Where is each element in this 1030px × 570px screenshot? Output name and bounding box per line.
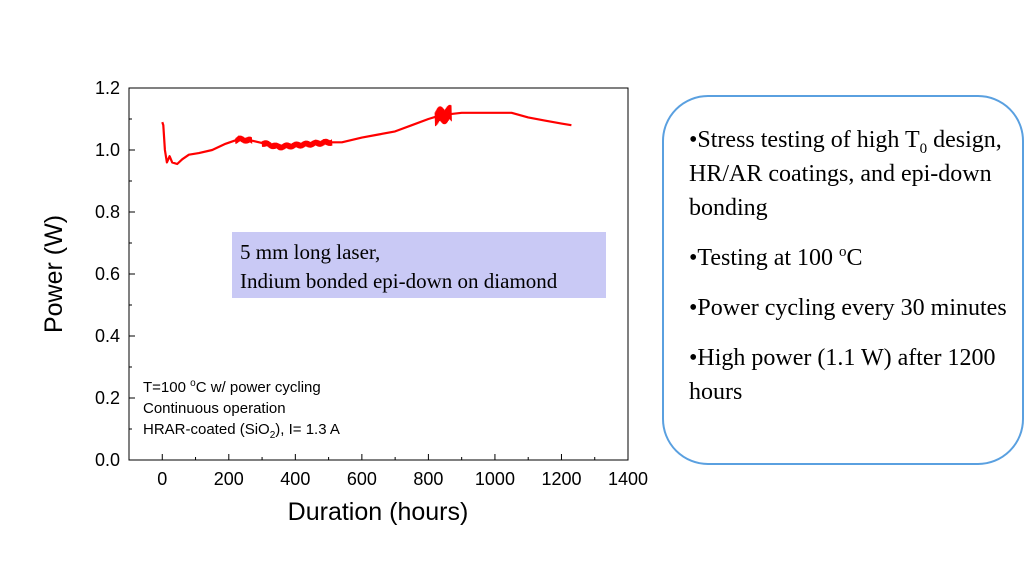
- x-tick-label: 600: [347, 469, 377, 489]
- laser-line-1: 5 mm long laser,: [240, 240, 381, 264]
- series-line-0: [161, 111, 572, 166]
- y-tick-label: 0.4: [95, 326, 120, 346]
- x-axis: 0 200 400 600 800 1000 1200 1400: [128, 454, 648, 489]
- series-layer: [161, 104, 572, 166]
- x-tick-label: 0: [157, 469, 167, 489]
- bullet-power-cycling: •Power cycling every 30 minutes: [689, 295, 1007, 321]
- y-tick-label: 0.0: [95, 450, 120, 470]
- y-axis-label: Power (W): [40, 215, 68, 333]
- y-axis: 0.0 0.2 0.4 0.6 0.8 1.0 1.2: [95, 78, 135, 470]
- y-tick-label: 0.8: [95, 202, 120, 222]
- summary-bullets-box: •Stress testing of high T0 design, HR/AR…: [662, 95, 1024, 465]
- x-tick-label: 1400: [608, 469, 648, 489]
- laser-description-box: 5 mm long laser, Indium bonded epi-down …: [232, 232, 606, 298]
- x-tick-label: 400: [280, 469, 310, 489]
- series-noise-band-0: [235, 135, 253, 144]
- condition-coating: HRAR-coated (SiO2), I= 1.3 A: [143, 421, 340, 441]
- y-tick-label: 0.2: [95, 388, 120, 408]
- condition-temperature: T=100 oC w/ power cycling: [143, 378, 321, 397]
- bullet-high-power: •High power (1.1 W) after 1200 hours: [689, 345, 996, 405]
- x-axis-label: Duration (hours): [288, 498, 469, 526]
- series-noise-band-1: [261, 138, 333, 151]
- x-tick-label: 1000: [475, 469, 515, 489]
- bullet-testing-temperature: •Testing at 100 oC: [689, 244, 863, 272]
- bullet-stress-testing: •Stress testing of high T0 design, HR/AR…: [689, 127, 1002, 221]
- y-tick-label: 1.0: [95, 140, 120, 160]
- y-tick-label: 0.6: [95, 264, 120, 284]
- x-tick-label: 1200: [541, 469, 581, 489]
- x-tick-label: 800: [413, 469, 443, 489]
- y-tick-label: 1.2: [95, 78, 120, 98]
- series-noise-band-2: [434, 104, 452, 127]
- x-tick-label: 200: [214, 469, 244, 489]
- condition-operation: Continuous operation: [143, 400, 286, 417]
- power-vs-duration-chart: 0 200 400 600 800 1000 1200 1400 0.00.20.40.60.…: [40, 78, 648, 526]
- test-conditions: T=100 oC w/ power cycling Continuous ope…: [143, 377, 340, 441]
- laser-line-2: Indium bonded epi-down on diamond: [240, 269, 558, 293]
